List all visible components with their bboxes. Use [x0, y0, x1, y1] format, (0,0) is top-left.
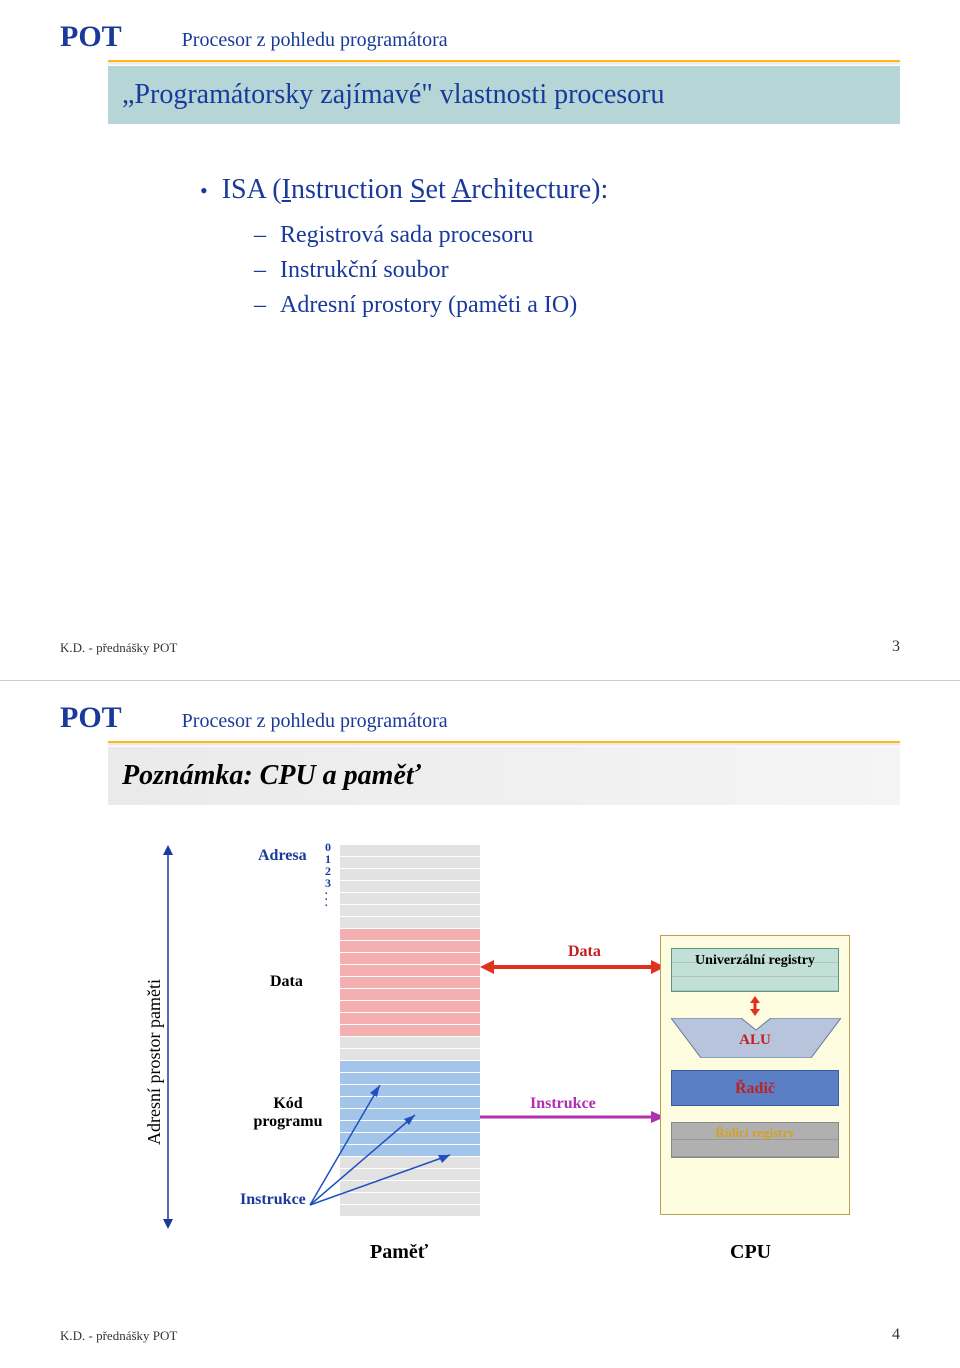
reg-label: Univerzální registry	[695, 953, 815, 968]
sub-1: – Registrová sada procesoru	[254, 222, 900, 249]
slide-2: POT Procesor z pohledu programátora Pozn…	[0, 681, 960, 1368]
pot-label: POT	[60, 701, 122, 735]
pot-label: POT	[60, 20, 122, 54]
subtitle: Procesor z pohledu programátora	[182, 29, 448, 52]
header-line	[108, 60, 900, 62]
footer: K.D. - přednášky POT	[60, 640, 177, 656]
page-number: 4	[892, 1326, 900, 1344]
sub-3: – Adresní prostory (paměti a IO)	[254, 292, 900, 319]
dash: –	[254, 292, 266, 319]
sub-text: Registrová sada procesoru	[280, 222, 533, 249]
bullet-dot: •	[200, 177, 208, 205]
t: S	[410, 174, 426, 205]
footer: K.D. - přednášky POT	[60, 1328, 177, 1344]
cpu-box: Univerzální registry ALU Řadič Řídicí re…	[660, 935, 850, 1215]
t: I	[282, 174, 291, 205]
address-space-label: Adresní prostor paměti	[144, 979, 165, 1145]
bullet-text: ISA (Instruction Set Architecture):	[222, 174, 609, 206]
slide-1: POT Procesor z pohledu programátora „Pro…	[0, 0, 960, 680]
t: et	[426, 174, 452, 205]
sub-text: Instrukční soubor	[280, 257, 449, 284]
header-line	[108, 741, 900, 743]
t: rchitecture):	[471, 174, 608, 205]
sub-text: Adresní prostory (paměti a IO)	[280, 292, 577, 319]
dash: –	[254, 257, 266, 284]
ridici-registry: Řídicí registry	[671, 1122, 839, 1158]
diagram: Adresní prostor paměti 0123... Adresa Da…	[130, 835, 900, 1295]
pamet-label: Paměť	[370, 1241, 428, 1264]
subtitle: Procesor z pohledu programátora	[182, 710, 448, 733]
reg-alu-arrow	[747, 996, 763, 1016]
cpu-label: CPU	[730, 1241, 771, 1264]
dash: –	[254, 222, 266, 249]
radic: Řadič	[671, 1070, 839, 1106]
title-bar: „Programátorsky zajímavé" vlastnosti pro…	[108, 66, 900, 124]
data-arrow-label: Data	[568, 943, 601, 961]
sub-2: – Instrukční soubor	[254, 257, 900, 284]
title-bar: Poznámka: CPU a paměť	[108, 747, 900, 805]
ridici-label: Řídicí registry	[715, 1125, 795, 1140]
instrukce-arrow-label: Instrukce	[530, 1095, 596, 1113]
title-text: „Programátorsky zajímavé" vlastnosti pro…	[122, 79, 665, 111]
t: nstruction	[291, 174, 410, 205]
address-numbers: 0123...	[325, 841, 331, 901]
t: A	[451, 174, 471, 205]
bullet-isa: • ISA (Instruction Set Architecture):	[200, 174, 900, 206]
alu: ALU	[671, 1018, 839, 1054]
header: POT Procesor z pohledu programátora	[60, 701, 900, 735]
data-left-label: Data	[270, 973, 303, 991]
t: ISA (	[222, 174, 282, 205]
page-number: 3	[892, 638, 900, 656]
content: • ISA (Instruction Set Architecture): – …	[200, 174, 900, 319]
header: POT Procesor z pohledu programátora	[60, 20, 900, 54]
adresa-label: Adresa	[258, 847, 307, 865]
universal-registers: Univerzální registry	[671, 948, 839, 992]
title-text: Poznámka: CPU a paměť	[122, 760, 421, 792]
instruction-lines	[250, 1065, 490, 1225]
alu-label: ALU	[671, 1032, 839, 1049]
